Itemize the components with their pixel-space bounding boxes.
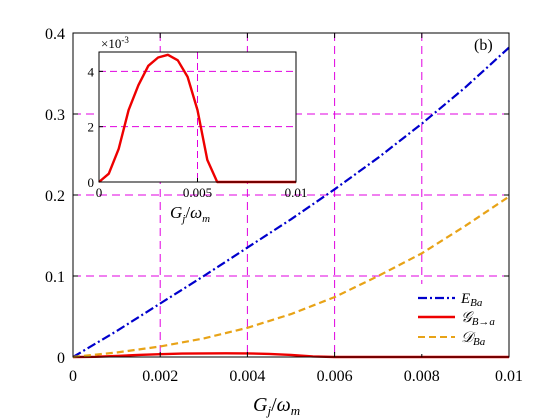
inset-x-axis-label: Gj/ωm bbox=[170, 203, 210, 225]
x-tick-label: 0.004 bbox=[229, 368, 265, 385]
x-tick-label: 0.01 bbox=[495, 368, 523, 385]
x-axis-label: Gj/ωm bbox=[253, 394, 300, 418]
y-tick-label: 0.4 bbox=[45, 26, 65, 43]
inset-y-tick-label: 4 bbox=[88, 64, 95, 79]
panel-label: (b) bbox=[474, 37, 493, 54]
inset-x-tick-label: 0 bbox=[96, 185, 103, 200]
x-tick-label: 0.002 bbox=[142, 368, 178, 385]
x-tick-label: 0 bbox=[69, 368, 77, 385]
y-tick-label: 0.2 bbox=[45, 188, 65, 205]
inset-x-tick-label: 0.01 bbox=[285, 185, 308, 200]
y-tick-label: 0.3 bbox=[45, 107, 65, 124]
inset-y-multiplier: ×10-3 bbox=[101, 35, 129, 51]
legend: EBa 𝒢B→a 𝒟Ba bbox=[414, 284, 506, 354]
legend-label-g-b-a: 𝒢B→a bbox=[461, 310, 495, 328]
legend-label-e-ba: EBa bbox=[460, 291, 483, 309]
y-tick-label: 0.1 bbox=[45, 269, 65, 286]
x-tick-label: 0.008 bbox=[404, 368, 440, 385]
y-tick-label: 0 bbox=[57, 350, 65, 367]
inset-x-tick-label: 0.005 bbox=[183, 185, 212, 200]
main-ticks: 0 0.002 0.004 0.006 0.008 0.01 0 0.1 0.2 0.3 0.4 bbox=[45, 26, 523, 385]
inset-background bbox=[99, 52, 296, 182]
inset-ticks: 0 0.005 0.01 0 2 4 bbox=[88, 64, 308, 200]
x-tick-label: 0.006 bbox=[317, 368, 353, 385]
legend-label-d-ba: 𝒟Ba bbox=[461, 330, 486, 348]
series-line-e-ba bbox=[72, 46, 510, 358]
inset-y-tick-label: 2 bbox=[88, 120, 95, 135]
legend-background bbox=[414, 284, 506, 354]
inset-y-tick-label: 0 bbox=[88, 175, 95, 190]
series-line-d-ba bbox=[72, 195, 510, 359]
inset-plot: 0 0.005 0.01 0 2 4 ×10-3 Gj/ωm bbox=[88, 35, 308, 225]
